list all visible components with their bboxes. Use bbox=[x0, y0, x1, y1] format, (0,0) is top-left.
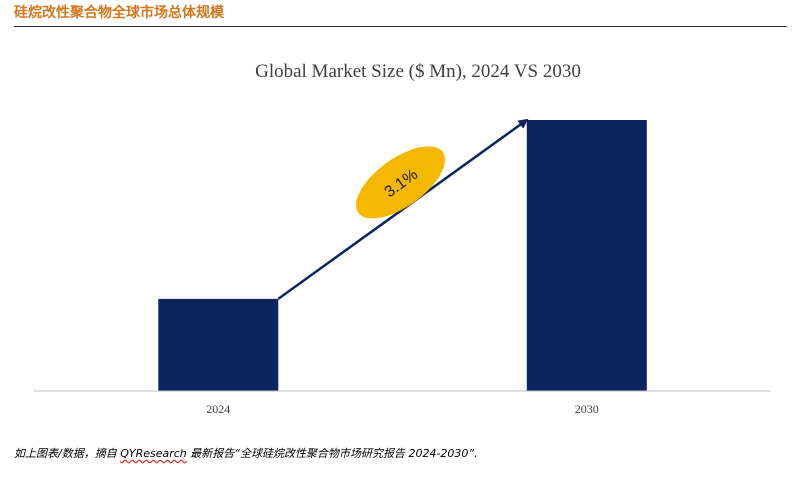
bar-2024 bbox=[158, 298, 279, 391]
source-note: 如上图表/数据，摘自 QYResearch 最新报告“全球硅烷改性聚合物市场研究… bbox=[14, 445, 478, 461]
bars-layer bbox=[158, 120, 647, 391]
growth-annotation: 3.1% bbox=[277, 118, 529, 300]
cagr-bubble: 3.1% bbox=[356, 146, 445, 219]
x-tick-label-2024: 2024 bbox=[206, 402, 230, 416]
bar-2030 bbox=[526, 120, 647, 391]
x-tick-label-2030: 2030 bbox=[575, 402, 599, 416]
source-note-prefix: 如上图表/数据，摘自 bbox=[14, 447, 121, 460]
growth-arrow bbox=[277, 118, 529, 300]
source-brand: QYResearch bbox=[120, 447, 187, 460]
source-note-suffix: 最新报告“全球硅烷改性聚合物市场研究报告 2024-2030”. bbox=[186, 447, 478, 460]
report-section-title: 硅烷改性聚合物全球市场总体规模 bbox=[14, 5, 224, 21]
cagr-bubble-shape bbox=[356, 146, 445, 219]
header-divider bbox=[14, 26, 787, 27]
market-size-chart: Global Market Size ($ Mn), 2024 VS 2030 … bbox=[34, 61, 771, 416]
x-tick-labels: 2024 2030 bbox=[206, 402, 599, 416]
chart-title: Global Market Size ($ Mn), 2024 VS 2030 bbox=[255, 61, 581, 82]
